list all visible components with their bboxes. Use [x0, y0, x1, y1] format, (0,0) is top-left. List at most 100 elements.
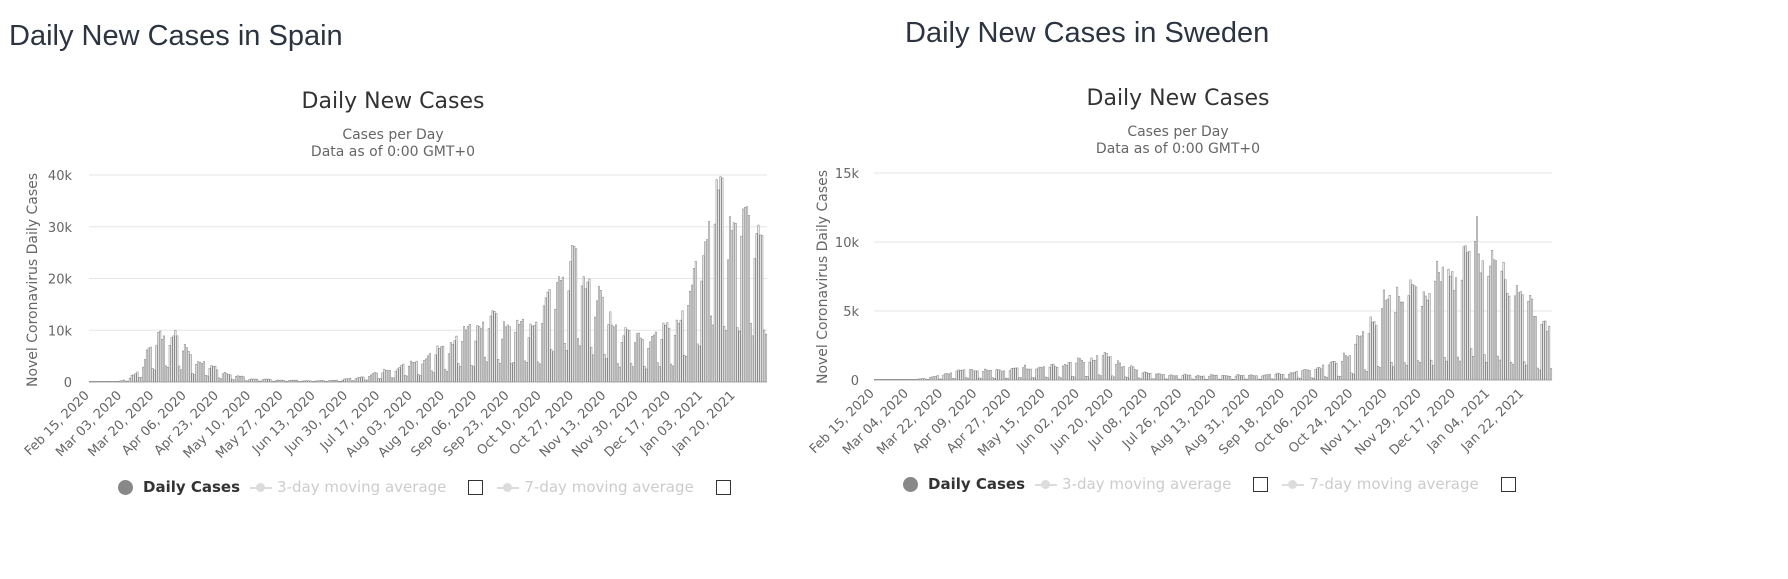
bar[interactable] [588, 278, 591, 383]
bar[interactable] [476, 325, 479, 383]
bar[interactable] [1024, 364, 1026, 381]
bar[interactable] [578, 345, 581, 383]
bar[interactable] [929, 377, 932, 381]
bar[interactable] [1090, 357, 1093, 381]
bar[interactable] [138, 376, 141, 383]
bar[interactable] [938, 378, 941, 381]
bar[interactable] [1375, 325, 1378, 381]
bar[interactable] [457, 363, 460, 383]
bar[interactable] [906, 379, 909, 381]
bar[interactable] [1096, 355, 1099, 381]
bar[interactable] [271, 380, 274, 383]
bar[interactable] [1324, 376, 1327, 381]
bar[interactable] [751, 335, 754, 383]
bar[interactable] [730, 230, 733, 383]
bar[interactable] [1149, 372, 1152, 381]
bar[interactable] [885, 379, 888, 381]
bar[interactable] [404, 374, 407, 383]
bar[interactable] [1016, 367, 1019, 381]
bar[interactable] [256, 378, 259, 383]
bar[interactable] [263, 378, 266, 383]
bar[interactable] [347, 378, 350, 383]
bar[interactable] [1251, 375, 1254, 381]
bar[interactable] [1365, 371, 1368, 381]
bar[interactable] [1086, 376, 1089, 381]
bar[interactable] [223, 371, 226, 383]
bar[interactable] [210, 365, 213, 383]
bar[interactable] [1105, 352, 1108, 381]
bar[interactable] [535, 321, 538, 383]
bar[interactable] [1521, 294, 1524, 381]
bar[interactable] [1449, 275, 1452, 381]
bar[interactable] [584, 288, 587, 383]
bar[interactable] [942, 374, 945, 381]
bar[interactable] [468, 324, 471, 383]
bar[interactable] [358, 377, 361, 383]
bar[interactable] [1236, 374, 1239, 381]
bar[interactable] [364, 379, 367, 383]
bar[interactable] [550, 349, 553, 383]
bar[interactable] [463, 326, 466, 383]
bar[interactable] [161, 339, 164, 383]
bar[interactable] [946, 373, 949, 381]
bar[interactable] [252, 378, 255, 383]
bar[interactable] [480, 328, 483, 383]
bar[interactable] [197, 361, 200, 383]
bar[interactable] [447, 353, 450, 383]
bar[interactable] [965, 377, 968, 381]
bar[interactable] [419, 375, 422, 383]
bar[interactable] [1439, 281, 1442, 381]
bar[interactable] [732, 222, 735, 383]
bar[interactable] [375, 372, 378, 383]
bar[interactable] [326, 381, 329, 383]
bar[interactable] [968, 369, 971, 381]
bar[interactable] [1460, 279, 1463, 381]
bar[interactable] [1058, 376, 1061, 381]
bar[interactable] [1401, 301, 1404, 381]
bar[interactable] [1373, 321, 1376, 381]
bar[interactable] [563, 342, 566, 383]
bar[interactable] [244, 380, 247, 383]
bar[interactable] [390, 377, 393, 383]
bar[interactable] [333, 380, 336, 383]
bar[interactable] [125, 380, 128, 383]
bar[interactable] [1548, 325, 1551, 381]
bar[interactable] [744, 206, 747, 383]
bar[interactable] [569, 261, 572, 383]
bar[interactable] [1156, 373, 1159, 381]
bar[interactable] [1117, 360, 1120, 381]
bar[interactable] [548, 289, 551, 383]
bar[interactable] [873, 379, 876, 381]
bar[interactable] [529, 323, 532, 383]
bar[interactable] [1020, 377, 1023, 381]
bar[interactable] [721, 177, 724, 383]
bar[interactable] [891, 379, 894, 381]
bar[interactable] [163, 335, 166, 383]
bar[interactable] [1293, 372, 1296, 381]
bar[interactable] [187, 350, 190, 383]
bar[interactable] [400, 365, 403, 383]
bar[interactable] [489, 315, 492, 383]
bar[interactable] [1407, 295, 1410, 381]
bar[interactable] [229, 374, 232, 383]
bar[interactable] [883, 379, 886, 381]
bar[interactable] [611, 324, 614, 383]
bar[interactable] [1426, 299, 1429, 381]
bar[interactable] [1185, 374, 1188, 381]
bar[interactable] [373, 372, 376, 383]
bar[interactable] [295, 379, 298, 383]
bar[interactable] [214, 365, 217, 383]
legend-3-day-moving-average[interactable]: 3-day moving average [1035, 475, 1231, 493]
bar[interactable] [685, 356, 688, 383]
bar[interactable] [195, 363, 198, 383]
bar[interactable] [240, 375, 243, 383]
bar[interactable] [1067, 362, 1070, 381]
bar[interactable] [879, 379, 882, 381]
bar[interactable] [1136, 369, 1139, 381]
bar[interactable] [1164, 378, 1167, 381]
bar[interactable] [698, 345, 701, 383]
bar[interactable] [662, 322, 665, 383]
bar[interactable] [466, 326, 469, 383]
bar[interactable] [371, 373, 374, 383]
bar[interactable] [273, 381, 276, 383]
